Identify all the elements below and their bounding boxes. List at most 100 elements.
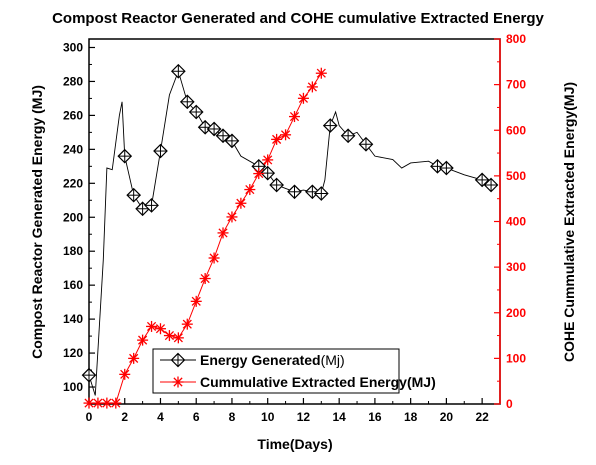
left-y-tick-label: 300 bbox=[63, 40, 83, 54]
chart-title: Compost Reactor Generated and COHE cumul… bbox=[52, 10, 544, 27]
right-y-tick-label: 400 bbox=[506, 215, 526, 229]
x-tick-label: 10 bbox=[261, 410, 275, 424]
left-y-tick-label: 220 bbox=[63, 176, 83, 190]
cumulative-energy-point bbox=[280, 129, 292, 141]
energy-generated-point bbox=[305, 184, 320, 200]
cumulative-energy-point bbox=[154, 323, 166, 335]
x-tick-label: 4 bbox=[157, 410, 164, 424]
energy-generated-point bbox=[126, 187, 142, 203]
energy-generated-point bbox=[313, 186, 329, 201]
x-tick-label: 20 bbox=[440, 410, 454, 424]
series-line-energy-generated bbox=[88, 69, 492, 396]
x-tick-label: 22 bbox=[475, 410, 489, 424]
left-y-axis-ticks: 100 120 140 160 180 200 220 240 260 280 300 bbox=[63, 40, 95, 394]
cumulative-energy-point bbox=[146, 320, 158, 332]
right-y-tick-label: 200 bbox=[506, 306, 526, 320]
cumulative-energy-point bbox=[306, 81, 318, 93]
energy-generated-point bbox=[224, 133, 240, 149]
x-tick-label: 2 bbox=[121, 410, 128, 424]
right-y-axis-label: COHE Cummulative Extracted Energy(MJ) bbox=[561, 82, 577, 362]
cumulative-energy-point bbox=[297, 92, 309, 104]
cumulative-energy-point bbox=[110, 397, 122, 409]
energy-generated-point bbox=[322, 118, 338, 133]
cumulative-energy-point bbox=[217, 227, 229, 239]
legend-item-cumulative-energy: Cummulative Extracted Energy(MJ) bbox=[160, 374, 436, 390]
cumulative-energy-point bbox=[271, 133, 283, 145]
cumulative-energy-point bbox=[315, 67, 327, 79]
energy-generated-point bbox=[439, 160, 454, 176]
left-y-tick-label: 180 bbox=[63, 244, 83, 258]
left-y-tick-label: 260 bbox=[63, 108, 83, 122]
energy-generated-point bbox=[340, 128, 356, 144]
right-y-tick-label: 300 bbox=[506, 260, 526, 274]
energy-generated-point bbox=[144, 198, 159, 213]
cumulative-energy-point bbox=[83, 397, 95, 409]
legend-label-cumulative-energy: Cummulative Extracted Energy(MJ) bbox=[200, 374, 436, 390]
cumulative-energy-point bbox=[163, 330, 175, 342]
x-tick-label: 12 bbox=[297, 410, 311, 424]
energy-generated-point bbox=[483, 177, 499, 193]
legend-asterisk-marker bbox=[172, 376, 184, 388]
cumulative-energy-point bbox=[253, 168, 265, 180]
x-tick-label: 8 bbox=[229, 410, 236, 424]
left-y-tick-label: 120 bbox=[63, 346, 83, 360]
cumulative-energy-point bbox=[137, 334, 149, 346]
cumulative-energy-point bbox=[190, 295, 202, 307]
cumulative-energy-point bbox=[208, 252, 220, 264]
left-y-tick-label: 160 bbox=[63, 278, 83, 292]
energy-generated-point bbox=[153, 143, 168, 159]
cumulative-energy-point bbox=[181, 318, 193, 330]
cumulative-energy-point bbox=[172, 332, 184, 344]
legend-label-energy-main: Energy Generated bbox=[200, 352, 321, 368]
right-y-tick-label: 0 bbox=[506, 397, 513, 411]
cumulative-energy-point bbox=[235, 197, 247, 209]
x-tick-label: 6 bbox=[193, 410, 200, 424]
cumulative-energy-point bbox=[226, 211, 238, 223]
left-y-tick-label: 240 bbox=[63, 142, 83, 156]
right-y-tick-label: 600 bbox=[506, 123, 526, 137]
energy-generated-point bbox=[358, 136, 374, 152]
legend-marker-asterisk bbox=[172, 376, 184, 388]
legend-marker-diamond bbox=[170, 352, 186, 368]
energy-generated-point bbox=[170, 63, 186, 79]
energy-generated-point bbox=[117, 148, 133, 164]
right-y-tick-label: 100 bbox=[506, 351, 526, 365]
cumulative-energy-point bbox=[128, 352, 140, 364]
right-y-tick-label: 800 bbox=[506, 32, 526, 46]
energy-generated-point bbox=[269, 177, 284, 193]
energy-generated-point bbox=[215, 128, 231, 144]
energy-generated-point bbox=[206, 121, 222, 137]
legend: Energy Generated(Mj) Cummulative Extract… bbox=[152, 348, 436, 394]
left-y-tick-label: 140 bbox=[63, 312, 83, 326]
cumulative-energy-point bbox=[199, 273, 211, 285]
legend-label-energy-unit: (Mj) bbox=[321, 352, 345, 368]
cumulative-energy-point bbox=[289, 111, 300, 123]
legend-diamond-marker bbox=[170, 352, 186, 368]
energy-generated-point bbox=[188, 104, 204, 120]
left-y-tick-label: 100 bbox=[63, 380, 83, 394]
legend-label-energy-generated: Energy Generated(Mj) bbox=[200, 352, 345, 368]
energy-generated-point bbox=[81, 367, 97, 383]
cumulative-energy-point bbox=[119, 368, 131, 380]
right-y-tick-label: 500 bbox=[506, 169, 526, 183]
x-tick-label: 16 bbox=[368, 410, 382, 424]
legend-box bbox=[152, 348, 400, 394]
energy-generated-point bbox=[287, 184, 302, 200]
cumulative-energy-point bbox=[262, 154, 274, 166]
left-y-axis-label: Compost Reactor Generated Energy (MJ) bbox=[29, 85, 45, 359]
x-axis-label: Time(Days) bbox=[257, 436, 332, 452]
left-y-tick-label: 280 bbox=[63, 74, 83, 88]
right-y-tick-label: 700 bbox=[506, 78, 526, 92]
series-markers bbox=[81, 63, 499, 409]
right-y-axis-ticks: 0 100 200 300 400 500 600 700 800 bbox=[494, 32, 526, 411]
x-tick-label: 18 bbox=[404, 410, 418, 424]
energy-generated-point bbox=[474, 172, 490, 188]
x-tick-label: 0 bbox=[86, 410, 93, 424]
x-axis-ticks: 0 2 4 6 8 10 12 14 16 18 20 22 bbox=[86, 398, 489, 424]
cumulative-energy-point bbox=[244, 184, 256, 196]
x-tick-label: 14 bbox=[332, 410, 346, 424]
energy-generated-point bbox=[179, 94, 195, 110]
legend-item-energy-generated: Energy Generated(Mj) bbox=[160, 352, 345, 368]
left-y-tick-label: 200 bbox=[63, 210, 83, 224]
